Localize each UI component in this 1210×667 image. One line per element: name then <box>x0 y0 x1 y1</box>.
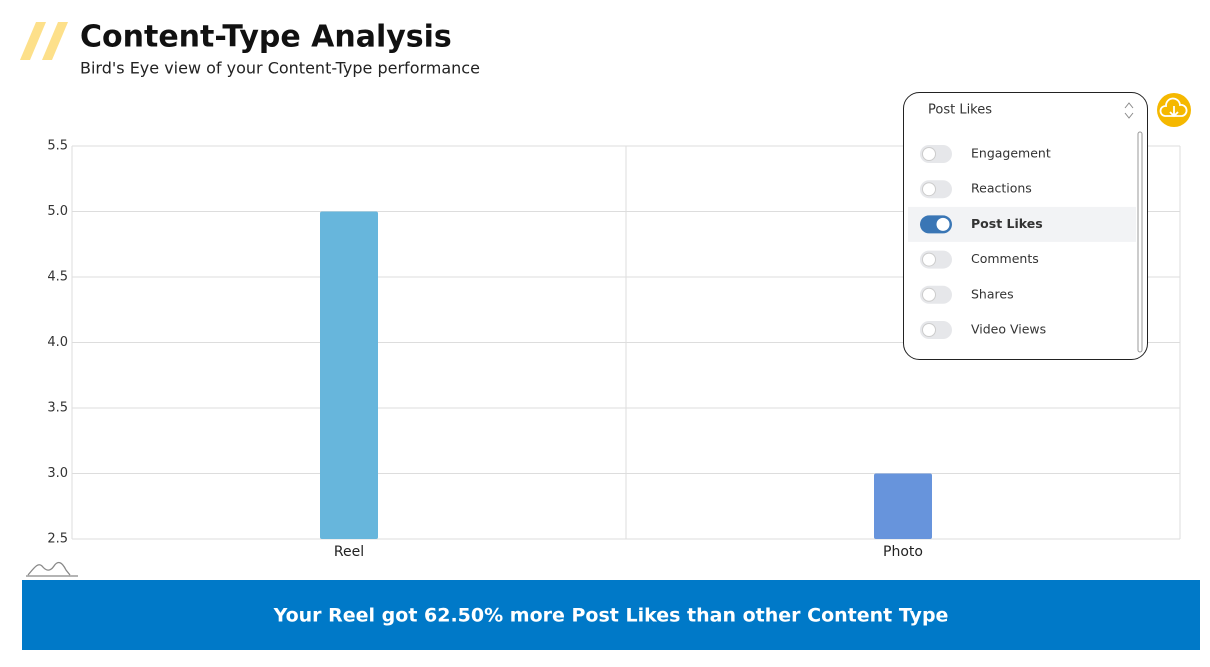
toggle-knob <box>922 182 936 197</box>
subtitle: Bird's Eye view of your Content-Type per… <box>80 59 480 78</box>
option-label[interactable]: Engagement <box>971 146 1051 161</box>
title: Content-Type Analysis <box>80 20 452 55</box>
dropdown-option[interactable]: Video Views <box>920 321 1046 339</box>
y-tick-label: 4.5 <box>47 270 68 285</box>
toggle-knob <box>922 287 936 302</box>
bar <box>320 211 378 539</box>
chart: 2.5 3.0 3.5 4.0 4.5 5.0 5.5 Reel Photo <box>47 139 1181 560</box>
dropdown-option[interactable]: Post Likes <box>908 206 1136 242</box>
dropdown-arrows <box>1124 102 1134 119</box>
dropdown-option[interactable]: Engagement <box>920 145 1051 163</box>
dropdown-option[interactable]: Reactions <box>920 180 1032 199</box>
option-label[interactable]: Shares <box>971 286 1014 301</box>
toggle-knob <box>922 147 936 161</box>
x-tick-label: Photo <box>883 544 923 560</box>
toggle-knob <box>922 323 936 337</box>
y-tick-label: 3.0 <box>47 466 68 481</box>
y-tick-label: 4.0 <box>47 335 68 350</box>
option-label[interactable]: Reactions <box>971 181 1032 196</box>
option-label[interactable]: Post Likes <box>971 216 1043 231</box>
download-icon <box>1159 97 1188 118</box>
bar <box>874 473 932 539</box>
toggle-knob <box>922 252 936 267</box>
x-tick-label: Reel <box>334 544 364 560</box>
logo <box>20 22 68 60</box>
y-tick-label: 2.5 <box>47 532 68 547</box>
y-tick-label: 5.5 <box>47 139 68 154</box>
dropdown-option[interactable]: Comments <box>920 250 1039 269</box>
scrollbar[interactable] <box>1137 131 1143 353</box>
dropdown-option[interactable]: Shares <box>920 285 1014 304</box>
dropdown[interactable]: Post Likes Engagement Reactions Post Likes… <box>903 92 1148 360</box>
banner <box>22 580 1200 650</box>
y-tick-label: 3.5 <box>47 401 68 416</box>
toggle-knob <box>936 217 950 231</box>
option-label[interactable]: Comments <box>971 251 1039 266</box>
y-tick-label: 5.0 <box>47 204 68 219</box>
chart-icon <box>26 561 78 577</box>
banner-text: Your Reel got 62.50% more Post Likes tha… <box>273 605 949 627</box>
option-label[interactable]: Video Views <box>971 322 1046 337</box>
dropdown-selected[interactable]: Post Likes <box>928 103 992 118</box>
